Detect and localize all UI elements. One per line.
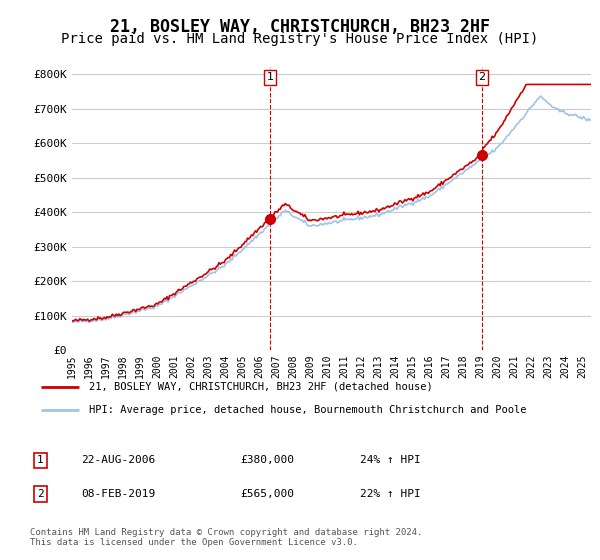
Text: £565,000: £565,000 [240,489,294,499]
Text: 1: 1 [266,72,274,82]
Text: HPI: Average price, detached house, Bournemouth Christchurch and Poole: HPI: Average price, detached house, Bour… [89,405,527,415]
Text: 08-FEB-2019: 08-FEB-2019 [81,489,155,499]
Text: 22% ↑ HPI: 22% ↑ HPI [360,489,421,499]
Text: 1: 1 [37,455,44,465]
Text: Contains HM Land Registry data © Crown copyright and database right 2024.
This d: Contains HM Land Registry data © Crown c… [30,528,422,547]
Text: 24% ↑ HPI: 24% ↑ HPI [360,455,421,465]
Text: 2: 2 [479,72,485,82]
Text: 2: 2 [37,489,44,499]
Text: 21, BOSLEY WAY, CHRISTCHURCH, BH23 2HF: 21, BOSLEY WAY, CHRISTCHURCH, BH23 2HF [110,18,490,36]
Text: 22-AUG-2006: 22-AUG-2006 [81,455,155,465]
Text: Price paid vs. HM Land Registry's House Price Index (HPI): Price paid vs. HM Land Registry's House … [61,32,539,46]
Text: 21, BOSLEY WAY, CHRISTCHURCH, BH23 2HF (detached house): 21, BOSLEY WAY, CHRISTCHURCH, BH23 2HF (… [89,381,433,391]
Text: £380,000: £380,000 [240,455,294,465]
